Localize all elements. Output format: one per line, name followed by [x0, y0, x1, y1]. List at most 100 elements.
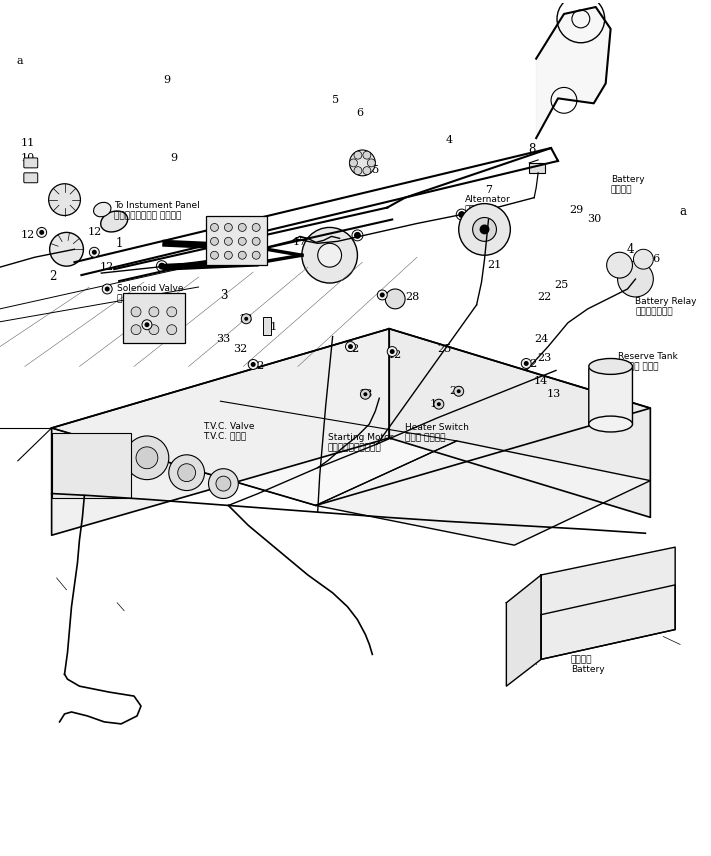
Text: 23: 23 — [537, 354, 551, 364]
Text: 30: 30 — [587, 215, 601, 224]
Circle shape — [437, 402, 441, 406]
Polygon shape — [389, 329, 651, 517]
Text: Heater Switch: Heater Switch — [405, 424, 469, 432]
Circle shape — [390, 349, 395, 354]
Text: 12: 12 — [378, 292, 392, 302]
Text: インスツルメント パネルへ: インスツルメント パネルへ — [114, 211, 181, 220]
Text: 9: 9 — [164, 75, 171, 86]
Circle shape — [245, 317, 248, 321]
Circle shape — [606, 253, 633, 278]
Polygon shape — [52, 329, 389, 535]
Circle shape — [208, 469, 238, 498]
Text: Reserve Tank: Reserve Tank — [618, 352, 678, 361]
Text: ヒータ スイッチ: ヒータ スイッチ — [405, 433, 446, 443]
Bar — [263, 317, 271, 335]
Circle shape — [458, 211, 465, 218]
Circle shape — [131, 324, 141, 335]
Circle shape — [363, 152, 371, 159]
Circle shape — [302, 228, 358, 283]
Circle shape — [50, 232, 83, 266]
Text: 6: 6 — [356, 108, 363, 118]
Text: バッテリ: バッテリ — [571, 656, 592, 664]
Text: 12: 12 — [87, 228, 102, 237]
Circle shape — [454, 386, 464, 396]
Text: 25: 25 — [438, 343, 452, 354]
Polygon shape — [541, 547, 675, 659]
Circle shape — [225, 223, 232, 231]
Circle shape — [167, 306, 177, 317]
Text: 3: 3 — [220, 289, 227, 302]
Circle shape — [235, 253, 242, 261]
Circle shape — [169, 455, 205, 490]
Circle shape — [105, 287, 109, 292]
Text: Starting Motor: Starting Motor — [328, 433, 393, 443]
Text: 14: 14 — [534, 377, 548, 386]
FancyBboxPatch shape — [24, 173, 38, 182]
Circle shape — [252, 252, 260, 259]
Text: 12: 12 — [388, 349, 402, 360]
Text: 29: 29 — [569, 205, 583, 215]
Ellipse shape — [589, 416, 633, 432]
Circle shape — [618, 261, 653, 297]
Text: 12: 12 — [140, 330, 154, 340]
Text: バッテリリレー: バッテリリレー — [636, 307, 673, 317]
Text: 12: 12 — [346, 343, 360, 354]
Polygon shape — [506, 575, 541, 687]
Circle shape — [368, 159, 375, 167]
Text: Battery: Battery — [571, 665, 604, 675]
FancyBboxPatch shape — [123, 293, 185, 342]
Ellipse shape — [589, 359, 633, 374]
Circle shape — [354, 232, 361, 239]
Text: 32: 32 — [233, 343, 247, 354]
Circle shape — [225, 252, 232, 259]
Circle shape — [350, 150, 375, 175]
Circle shape — [473, 217, 496, 241]
Bar — [529, 163, 545, 173]
Circle shape — [434, 399, 444, 409]
Text: 15: 15 — [365, 165, 380, 175]
Polygon shape — [541, 585, 675, 659]
Circle shape — [459, 204, 510, 255]
Text: 26: 26 — [646, 254, 661, 265]
Text: 33: 33 — [216, 334, 230, 343]
Circle shape — [225, 237, 232, 246]
Text: 31: 31 — [263, 322, 277, 332]
Text: 18: 18 — [358, 389, 373, 399]
Text: a: a — [680, 205, 687, 218]
Circle shape — [354, 167, 362, 175]
Circle shape — [251, 362, 256, 367]
Ellipse shape — [94, 202, 111, 217]
Text: バッテリ: バッテリ — [611, 185, 632, 194]
Text: 18: 18 — [239, 314, 253, 324]
Text: 12: 12 — [524, 360, 538, 370]
Circle shape — [216, 476, 231, 491]
Polygon shape — [536, 7, 611, 138]
Text: To Instument Panel: To Instument Panel — [114, 201, 200, 210]
Text: 12: 12 — [251, 361, 265, 372]
Circle shape — [159, 263, 166, 270]
Text: リザーブ タンク: リザーブ タンク — [618, 362, 658, 371]
Circle shape — [252, 223, 260, 231]
Text: ソレノイド バルブ: ソレノイド バルブ — [117, 294, 163, 303]
Circle shape — [238, 223, 246, 231]
Text: 24: 24 — [534, 334, 548, 343]
Text: オルタネータ: オルタネータ — [465, 205, 497, 214]
Ellipse shape — [101, 211, 128, 232]
Text: T.V.C. Valve: T.V.C. Valve — [203, 421, 255, 431]
FancyBboxPatch shape — [589, 367, 633, 426]
Circle shape — [387, 347, 397, 356]
FancyBboxPatch shape — [205, 216, 267, 265]
Text: 9: 9 — [170, 153, 177, 163]
Text: 4: 4 — [626, 243, 634, 256]
Circle shape — [378, 290, 387, 300]
Circle shape — [39, 230, 44, 235]
Text: 20: 20 — [449, 386, 464, 396]
Text: 25: 25 — [554, 280, 568, 290]
Circle shape — [48, 184, 80, 216]
Text: 2: 2 — [49, 270, 56, 282]
Circle shape — [210, 223, 218, 231]
Text: 28: 28 — [405, 292, 419, 302]
Circle shape — [37, 228, 47, 237]
Circle shape — [149, 306, 159, 317]
Polygon shape — [316, 441, 651, 545]
